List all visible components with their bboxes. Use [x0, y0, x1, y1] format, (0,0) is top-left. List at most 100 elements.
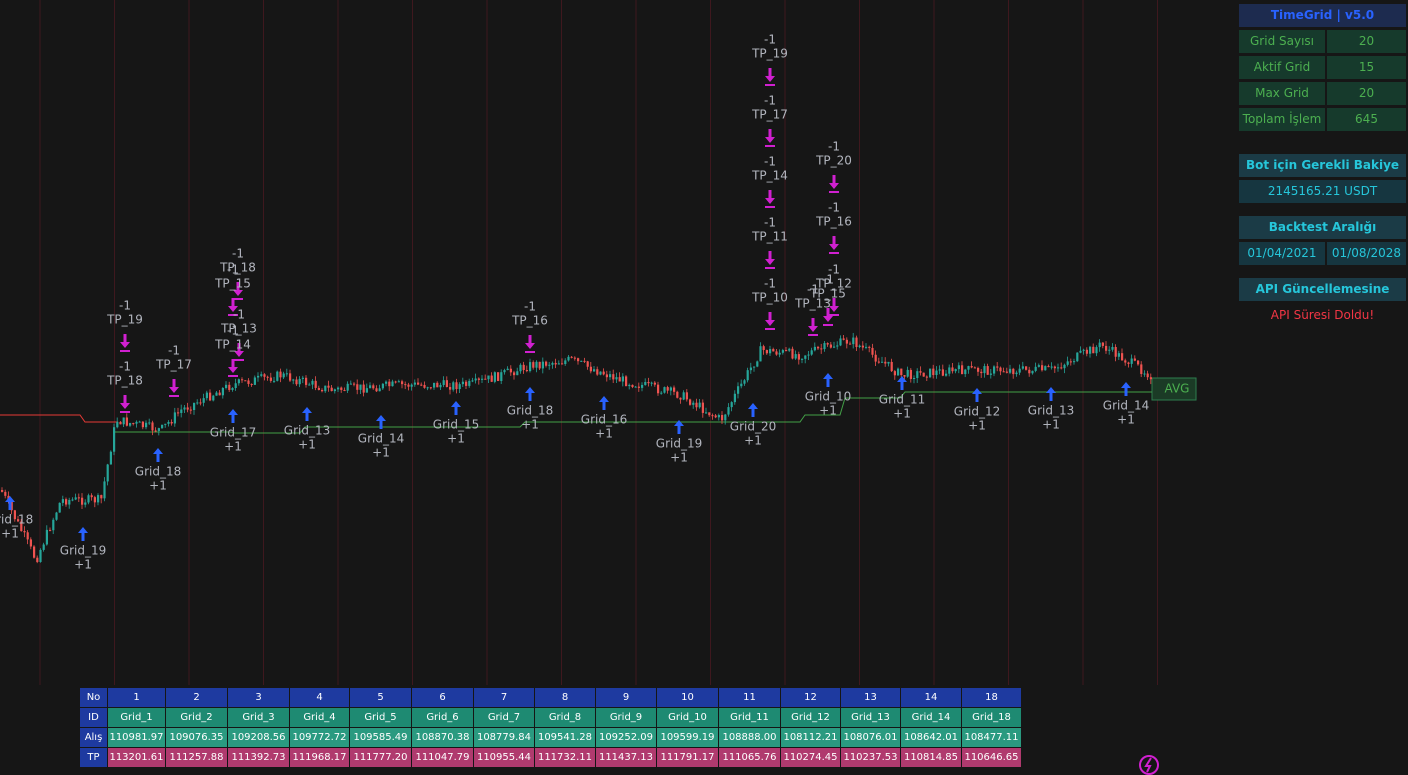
candle — [23, 531, 26, 533]
candle — [599, 371, 602, 375]
candle — [989, 373, 992, 375]
candle — [260, 374, 263, 376]
candle — [100, 495, 103, 499]
candle — [973, 367, 976, 369]
candle — [289, 373, 292, 381]
candle — [481, 378, 484, 380]
buy-arrow — [451, 401, 461, 415]
stat-name: Max Grid — [1239, 82, 1325, 105]
candle — [714, 415, 717, 418]
candle — [410, 384, 413, 387]
candle — [570, 356, 573, 358]
sell-qty: -1 — [828, 263, 840, 277]
candle — [295, 379, 298, 385]
sell-qty: -1 — [828, 201, 840, 215]
candle — [151, 422, 154, 431]
candle — [1012, 368, 1015, 375]
buy-qty: +1 — [670, 451, 688, 465]
candle — [705, 412, 708, 414]
candle — [644, 382, 647, 385]
candle — [490, 375, 493, 382]
candle — [1073, 361, 1076, 363]
candle — [589, 366, 592, 372]
candle — [247, 380, 250, 384]
candle — [781, 350, 784, 353]
candle — [157, 428, 160, 431]
candle — [346, 383, 349, 391]
sell-qty: -1 — [232, 247, 244, 261]
table-cell: 108779.84 — [474, 728, 535, 747]
candle — [897, 368, 900, 376]
candle — [1009, 368, 1012, 373]
buy-label: Grid_20 — [730, 420, 776, 434]
candle — [141, 421, 144, 428]
avg-label: AVG — [1165, 382, 1190, 396]
candle — [385, 381, 388, 384]
candle — [919, 371, 922, 373]
sell-arrow — [234, 343, 244, 361]
candle — [794, 354, 797, 359]
candle — [266, 376, 269, 378]
buy-arrow — [1121, 382, 1131, 396]
candle — [119, 421, 122, 425]
candle — [609, 374, 612, 378]
candle — [164, 423, 167, 425]
backtest-header: Backtest Aralığı — [1239, 216, 1406, 239]
candle — [561, 363, 564, 365]
candle — [615, 377, 618, 380]
candle — [455, 382, 458, 390]
candle — [612, 374, 615, 380]
candle — [1101, 342, 1104, 346]
candle — [1025, 366, 1028, 370]
candle — [922, 372, 925, 377]
buy-arrow — [228, 409, 238, 423]
candle — [349, 383, 352, 385]
buy-arrow — [525, 387, 535, 401]
candle — [381, 383, 384, 389]
candle — [1069, 361, 1072, 363]
sell-label: TP_19 — [751, 47, 788, 61]
sell-label: TP_17 — [751, 108, 788, 122]
candle — [906, 369, 909, 377]
table-cell: 108888.00 — [719, 728, 781, 747]
candle — [186, 407, 189, 410]
candle — [829, 344, 832, 348]
buy-qty: +1 — [819, 404, 837, 418]
candle — [269, 377, 272, 381]
candle — [487, 375, 490, 380]
candle — [365, 388, 368, 393]
table-cell: 109585.49 — [350, 728, 412, 747]
candle — [305, 377, 308, 385]
candle — [689, 399, 692, 405]
candle — [868, 346, 871, 348]
sell-qty: -1 — [227, 263, 239, 277]
candle — [717, 415, 720, 418]
candle — [1041, 365, 1044, 371]
candle — [391, 381, 394, 387]
sell-arrow — [765, 68, 775, 86]
table-cell: Grid_12 — [781, 708, 841, 727]
stat-value: 15 — [1327, 56, 1406, 79]
candle — [231, 388, 234, 390]
candle — [826, 343, 829, 345]
table-header: 14 — [901, 688, 962, 707]
candle — [519, 364, 522, 372]
candle — [980, 371, 983, 374]
sell-label: TP_14 — [214, 338, 251, 352]
candle — [145, 422, 148, 428]
buy-arrow — [897, 376, 907, 390]
candle — [4, 491, 7, 496]
candle — [1143, 373, 1146, 375]
candle — [244, 380, 247, 382]
candle — [317, 387, 320, 390]
sell-arrow — [228, 359, 238, 377]
table-header: 9 — [596, 688, 657, 707]
candle — [733, 393, 736, 403]
table-cell: Grid_10 — [657, 708, 719, 727]
sell-qty: -1 — [822, 273, 834, 287]
candle — [567, 356, 570, 361]
candle — [1079, 350, 1082, 353]
table-cell: 111791.17 — [657, 748, 719, 767]
candle — [461, 381, 464, 385]
candle — [695, 402, 698, 408]
